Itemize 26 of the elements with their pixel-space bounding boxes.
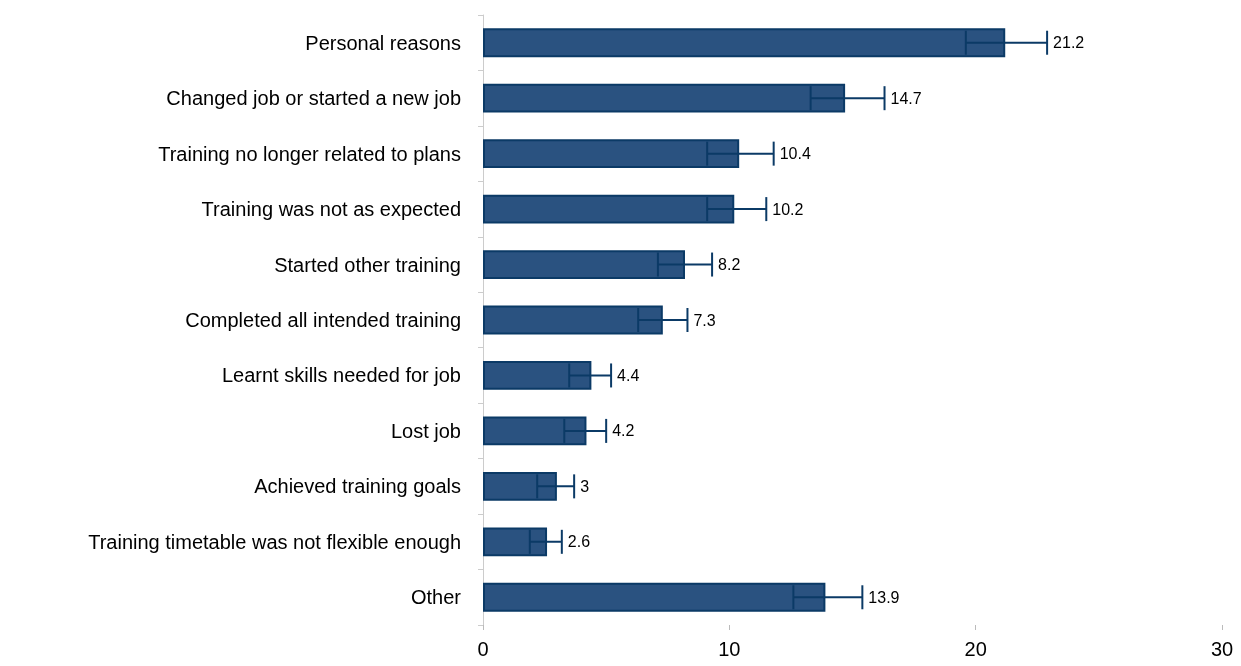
y-tick-label: Other xyxy=(410,586,462,609)
y-tick-label: Training was not as expected xyxy=(201,198,461,221)
y-tick-label: Completed all intended training xyxy=(185,309,461,331)
data-label: 2.6 xyxy=(567,533,591,551)
x-tick-label: 10 xyxy=(718,638,741,660)
data-label: 7.3 xyxy=(693,311,716,329)
y-tick-label: Training timetable was not flexible enough xyxy=(88,530,461,553)
data-label: 3 xyxy=(580,477,590,495)
data-label: 10.2 xyxy=(772,200,804,218)
data-label: 8.2 xyxy=(718,256,741,274)
y-tick-label: Learnt skills needed for job xyxy=(221,364,461,387)
x-tick-label: 30 xyxy=(1210,638,1234,660)
data-label: 13.9 xyxy=(868,588,900,606)
data-label: 4.2 xyxy=(612,422,635,440)
data-label: 21.2 xyxy=(1053,34,1085,52)
y-tick-label: Lost job xyxy=(390,419,461,442)
y-tick-label: Changed job or started a new job xyxy=(166,87,461,110)
data-label: 14.7 xyxy=(890,89,922,107)
x-tick-label: 20 xyxy=(964,638,987,660)
x-tick-label: 0 xyxy=(477,638,489,660)
y-tick-label: Training no longer related to plans xyxy=(158,142,461,165)
data-label: 10.4 xyxy=(779,145,811,163)
data-label: 4.4 xyxy=(617,366,640,384)
y-tick-label: Achieved training goals xyxy=(254,475,461,498)
y-tick-label: Personal reasons xyxy=(305,31,461,54)
y-tick-label: Started other training xyxy=(274,253,461,276)
